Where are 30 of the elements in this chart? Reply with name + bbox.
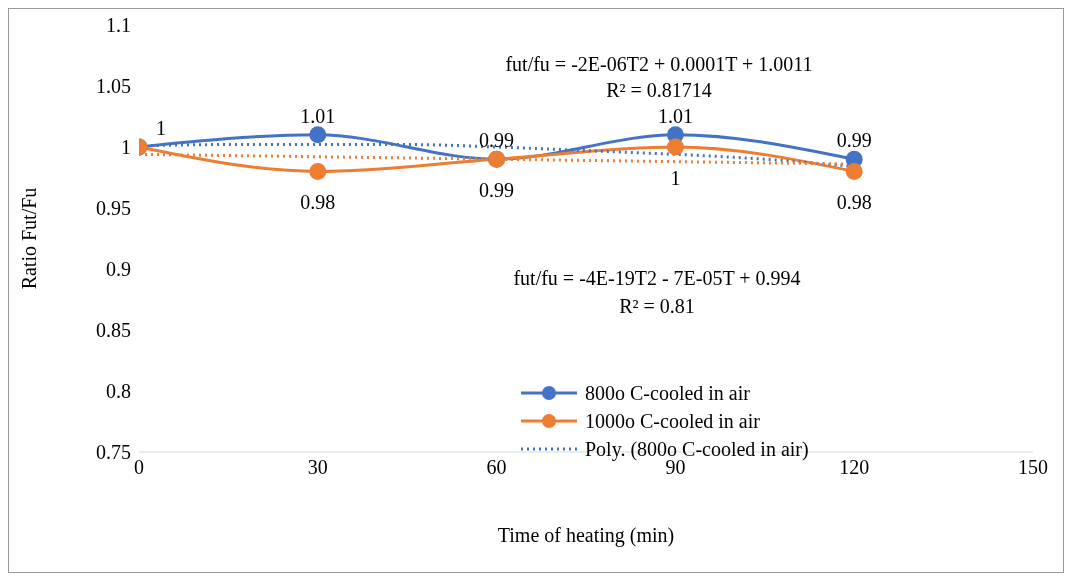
y-tick-label: 0.9 [106, 258, 131, 281]
y-axis-title: Ratio Fut/Fu [18, 187, 41, 290]
data-label: 0.99 [479, 179, 515, 202]
data-label: 1.01 [300, 104, 336, 127]
x-axis-title: Time of heating (min) [497, 524, 675, 547]
annotation: fut/fu = -4E-19T2 - 7E-05T + 0.994 [513, 267, 801, 290]
y-tick-label: 0.95 [96, 197, 131, 220]
data-label: 0.98 [836, 191, 872, 214]
data-label: 1 [670, 167, 681, 189]
x-tick-label: 0 [134, 456, 144, 479]
y-tick-label: 1.1 [106, 14, 131, 37]
data-label: 1.01 [657, 104, 693, 127]
annotation: R² = 0.81714 [606, 79, 712, 102]
data-label: 1 [156, 117, 166, 139]
data-label: 0.99 [836, 129, 872, 152]
x-tick-label: 30 [307, 456, 328, 479]
data-label: 0.99 [479, 129, 515, 152]
y-tick-label: 0.8 [106, 380, 131, 403]
annotation: R² = 0.81 [619, 295, 695, 318]
y-tick-label: 0.85 [96, 319, 131, 342]
x-tick-label: 120 [839, 456, 870, 479]
y-tick-label: 1.05 [96, 75, 131, 98]
legend-label: 800o C-cooled in air [585, 381, 750, 405]
legend-label: 1000o C-cooled in air [585, 409, 760, 433]
x-tick-label: 150 [1018, 456, 1048, 479]
data-label: 0.98 [300, 191, 336, 214]
y-tick-label: 0.75 [96, 441, 131, 464]
y-tick-label: 1 [121, 136, 131, 159]
x-tick-label: 60 [486, 456, 507, 479]
annotation: fut/fu = -2E-06T2 + 0.0001T + 1.0011 [505, 53, 813, 76]
